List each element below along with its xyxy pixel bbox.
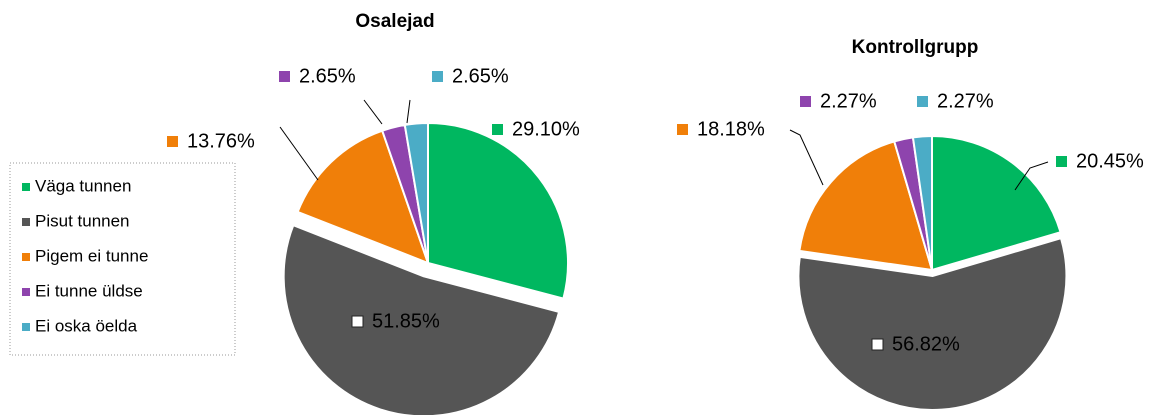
leader-line: [789, 129, 824, 186]
label-marker: [677, 124, 688, 135]
chart-title: Osalejad: [355, 11, 434, 32]
legend-swatch: [22, 323, 30, 331]
data-label: 2.27%: [937, 90, 994, 112]
legend-label: Väga tunnen: [35, 176, 131, 195]
leader-line: [279, 126, 319, 181]
leader-line: [406, 99, 411, 124]
pie-slice: [931, 134, 1062, 272]
label-marker: [800, 96, 811, 107]
pie-slice: [296, 129, 430, 265]
label-marker: [351, 315, 364, 328]
legend-box: [9, 162, 236, 356]
label-marker: [492, 124, 503, 135]
legend-swatch: [22, 253, 30, 261]
legend-swatch: [22, 183, 30, 191]
pie-slice: [911, 134, 933, 271]
legend-label: Ei tunne üldse: [35, 281, 143, 300]
data-label: 56.82%: [892, 333, 960, 355]
leader-line: [1014, 161, 1049, 191]
data-label: 29.10%: [512, 118, 580, 140]
data-label: 20.45%: [1076, 150, 1144, 172]
label-marker: [1056, 156, 1067, 167]
leader-line: [363, 99, 383, 125]
data-label: 2.65%: [299, 65, 356, 87]
legend-label: Pisut tunnen: [35, 211, 130, 230]
pie-slice: [798, 140, 934, 272]
legend-swatch: [22, 288, 30, 296]
pie-slice: [427, 121, 569, 300]
data-label: 18.18%: [697, 118, 765, 140]
label-marker: [917, 96, 928, 107]
label-marker: [279, 71, 290, 82]
data-label: 2.65%: [452, 65, 509, 87]
label-marker: [871, 338, 884, 351]
chart-title: Kontrollgrupp: [852, 37, 979, 58]
pie-slice: [797, 236, 1068, 411]
label-marker: [432, 71, 443, 82]
legend-swatch: [22, 218, 30, 226]
pie-slice: [403, 121, 429, 264]
data-label: 2.27%: [820, 90, 877, 112]
data-label: 13.76%: [187, 130, 255, 152]
legend-label: Pigem ei tunne: [35, 246, 148, 265]
pie-slice: [282, 223, 561, 415]
legend-label: Ei oska öelda: [35, 316, 138, 335]
label-marker: [167, 136, 178, 147]
data-label: 51.85%: [372, 310, 440, 332]
